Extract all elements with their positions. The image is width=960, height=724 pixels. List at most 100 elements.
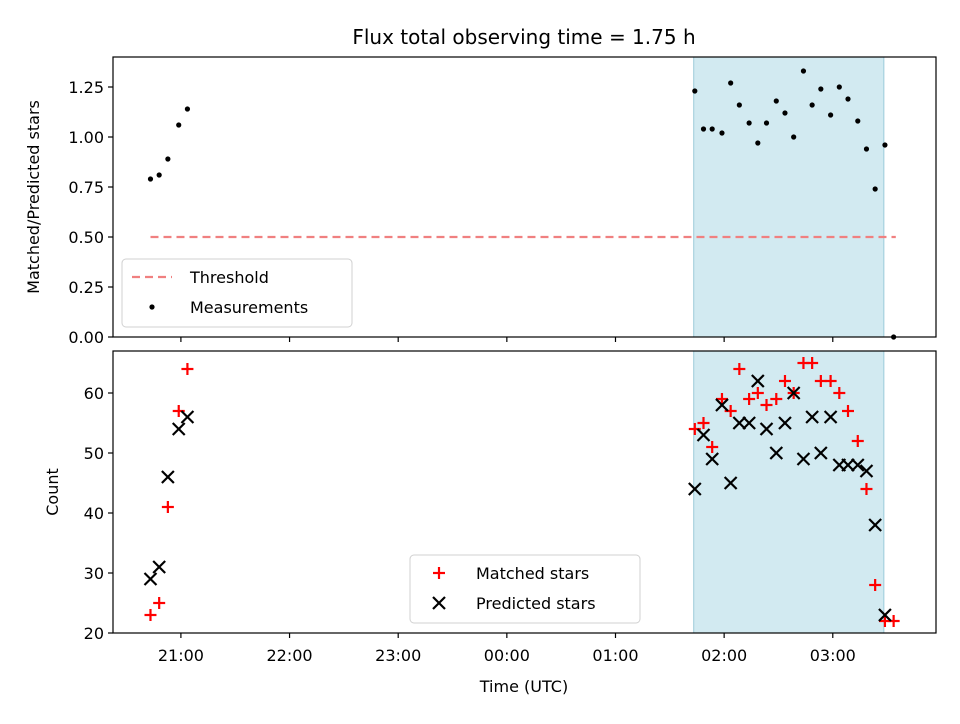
y-tick-label: 20 <box>84 624 104 643</box>
predicted-star-point <box>180 410 195 424</box>
predicted-star-point <box>152 560 166 574</box>
x-tick-label: 21:00 <box>158 646 204 665</box>
x-tick-label: 02:00 <box>701 646 747 665</box>
top-y-axis-label: Matched/Predicted stars <box>24 100 43 294</box>
x-tick-label: 23:00 <box>375 646 421 665</box>
y-tick-label: 0.75 <box>68 178 104 197</box>
matched-star-point <box>153 597 166 609</box>
bottom-panel: 20 30 40 50 60 21:00 22:00 23:00 00:00 01:00 02:0… <box>43 350 937 696</box>
measurement-point <box>782 110 788 116</box>
y-tick-label: 0.25 <box>68 278 104 297</box>
x-tick-label: 01:00 <box>592 646 638 665</box>
matched-star-point <box>697 417 710 429</box>
measurement-point <box>828 112 834 118</box>
measurement-point <box>791 134 797 140</box>
predicted-star-point <box>723 476 738 490</box>
predicted-star-point <box>878 608 892 622</box>
measurement-point <box>147 176 154 182</box>
predicted-star-point <box>742 416 756 430</box>
y-tick-label: 30 <box>84 564 104 583</box>
measurement-point <box>736 102 742 108</box>
top-y-axis: 0.00 0.25 0.50 0.75 1.00 1.25 <box>68 78 113 347</box>
measurement-point <box>836 84 842 90</box>
measurement-point <box>165 156 171 162</box>
matched-star-point <box>806 357 819 369</box>
matched-star-point <box>715 393 728 405</box>
measurement-point <box>700 126 707 132</box>
chart-title: Flux total observing time = 1.75 h <box>352 25 695 49</box>
x-tick-label: 03:00 <box>810 646 856 665</box>
matched-star-point <box>778 375 791 387</box>
matched-star-point <box>181 363 194 375</box>
y-tick-label: 40 <box>84 504 104 523</box>
measurement-point <box>773 98 779 104</box>
matched-star-point <box>833 387 846 399</box>
y-tick-label: 60 <box>84 384 104 403</box>
matched-star-point <box>706 441 719 453</box>
y-tick-label: 0.00 <box>68 328 104 347</box>
matched-star-point <box>760 399 773 411</box>
predicted-star-point <box>705 452 719 466</box>
matched-star-point <box>770 393 783 405</box>
measurement-point <box>184 106 191 112</box>
measurement-points <box>147 68 897 340</box>
measurement-point <box>800 68 807 74</box>
predicted-star-point <box>171 422 186 436</box>
predicted-star-point <box>715 398 729 412</box>
top-panel: 0.00 0.25 0.50 0.75 1.00 1.25 Matched/Predict… <box>24 56 937 347</box>
bottom-y-axis-label: Count <box>43 468 62 516</box>
predicted-star-point <box>143 572 158 586</box>
bottom-x-axis: 21:00 22:00 23:00 00:00 01:00 02:00 03:00 <box>158 633 856 665</box>
legend-predicted-label: Predicted stars <box>476 594 596 613</box>
bottom-y-axis: 20 30 40 50 60 <box>84 384 113 643</box>
measurement-point <box>845 96 851 102</box>
matched-star-point <box>743 393 756 405</box>
measurement-point <box>719 130 725 136</box>
top-x-ticks <box>180 337 834 342</box>
y-tick-label: 1.00 <box>68 128 104 147</box>
measurement-point <box>809 102 815 108</box>
predicted-star-point <box>751 374 765 388</box>
measurement-point <box>746 120 752 126</box>
predicted-star-point <box>786 386 801 400</box>
matched-star-point <box>733 363 746 375</box>
x-tick-label: 22:00 <box>266 646 312 665</box>
measurement-point <box>855 118 861 124</box>
legend-predicted-swatch <box>432 596 446 610</box>
predicted-star-point <box>850 458 865 472</box>
matched-star-point <box>851 435 864 447</box>
y-tick-label: 50 <box>84 444 104 463</box>
x-tick-label: 00:00 <box>484 646 530 665</box>
measurement-point <box>863 146 870 152</box>
legend-threshold-label: Threshold <box>189 268 269 287</box>
measurement-point <box>709 126 715 132</box>
measurement-point <box>818 86 824 92</box>
y-tick-label: 0.50 <box>68 228 104 247</box>
measurement-point <box>176 122 182 128</box>
bottom-legend: Matched stars Predicted stars <box>409 554 641 624</box>
measurement-point <box>882 142 888 148</box>
measurement-point <box>872 186 878 192</box>
matched-star-point <box>161 501 174 513</box>
matched-star-point <box>824 375 837 387</box>
legend-matched-swatch <box>433 567 445 579</box>
top-plot-frame <box>112 56 937 338</box>
predicted-stars-points <box>143 374 892 622</box>
y-tick-label: 1.25 <box>68 78 104 97</box>
predicted-star-point <box>823 410 838 424</box>
x-axis-label: Time (UTC) <box>479 677 568 696</box>
predicted-star-point <box>868 518 882 532</box>
predicted-star-point <box>841 458 855 472</box>
matched-star-point <box>841 405 854 417</box>
matched-star-point <box>869 579 882 591</box>
top-shaded-region <box>693 56 885 338</box>
predicted-star-point <box>759 422 774 436</box>
predicted-star-point <box>859 464 874 478</box>
matched-star-point <box>860 483 873 495</box>
measurement-point <box>692 88 698 94</box>
measurement-point <box>728 80 734 86</box>
legend-matched-label: Matched stars <box>476 564 589 583</box>
predicted-star-point <box>814 446 828 460</box>
measurement-point <box>763 120 770 126</box>
matched-star-point <box>144 609 157 621</box>
